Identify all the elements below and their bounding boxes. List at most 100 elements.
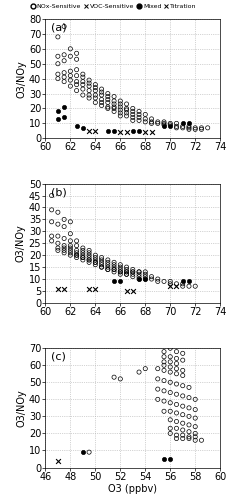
Point <box>81 256 85 264</box>
Point <box>118 106 122 114</box>
Point <box>187 412 191 420</box>
Point <box>131 127 135 135</box>
Point <box>175 122 178 130</box>
Point <box>137 108 141 116</box>
Point <box>112 260 116 268</box>
Point <box>193 126 197 134</box>
Point <box>62 73 66 81</box>
Point <box>56 74 60 82</box>
Point <box>100 85 103 93</box>
Point <box>187 404 191 412</box>
Point <box>162 408 166 416</box>
Point <box>137 268 141 276</box>
Point <box>94 84 97 92</box>
Point <box>181 282 185 290</box>
Point <box>118 100 122 108</box>
Point <box>156 385 160 393</box>
Point <box>62 51 66 59</box>
Point <box>206 124 210 132</box>
Point <box>143 115 147 123</box>
Point <box>118 109 122 117</box>
Point <box>181 410 185 418</box>
Point <box>56 246 60 254</box>
Text: (b): (b) <box>51 187 66 197</box>
Point <box>162 120 166 128</box>
Point <box>50 206 54 214</box>
Point <box>131 272 135 280</box>
Point <box>69 45 72 53</box>
Point <box>175 124 178 132</box>
Point <box>200 436 203 444</box>
Point <box>162 397 166 405</box>
Point <box>118 97 122 105</box>
Point <box>118 268 122 276</box>
Point <box>62 242 66 250</box>
Point <box>125 112 128 120</box>
Point <box>75 242 79 250</box>
Point <box>125 109 128 117</box>
Point <box>81 254 85 262</box>
Point <box>100 258 103 266</box>
Point <box>187 122 191 130</box>
Point <box>56 284 60 292</box>
Point <box>75 72 79 80</box>
Point <box>193 436 197 444</box>
Point <box>118 266 122 274</box>
Point <box>156 278 160 285</box>
Point <box>81 85 85 93</box>
Point <box>181 350 185 358</box>
Point <box>175 409 178 417</box>
Point <box>200 126 203 134</box>
Point <box>175 434 178 442</box>
Point <box>137 268 141 276</box>
Point <box>175 120 178 128</box>
Point <box>56 33 60 41</box>
Point <box>94 98 97 106</box>
Point <box>75 251 79 259</box>
Point <box>112 266 116 274</box>
Point <box>168 120 172 128</box>
Point <box>168 344 172 352</box>
Point <box>137 116 141 124</box>
Point <box>100 98 103 106</box>
Point <box>168 388 172 396</box>
Point <box>75 78 79 86</box>
Point <box>75 237 79 245</box>
Point <box>137 275 141 283</box>
Point <box>137 114 141 122</box>
Point <box>131 270 135 278</box>
Point <box>187 433 191 441</box>
Point <box>106 103 110 111</box>
Point <box>81 249 85 257</box>
Point <box>162 362 166 370</box>
Point <box>87 246 91 254</box>
Point <box>125 268 128 276</box>
Point <box>69 237 72 245</box>
Point <box>112 92 116 100</box>
Point <box>168 424 172 432</box>
Point <box>137 110 141 118</box>
Point <box>181 382 185 390</box>
Point <box>168 363 172 371</box>
Point <box>143 275 147 283</box>
Point <box>187 394 191 402</box>
Point <box>106 256 110 264</box>
Text: (a): (a) <box>51 22 66 32</box>
Point <box>50 237 54 245</box>
Point <box>106 127 110 135</box>
Point <box>168 122 172 130</box>
Point <box>112 104 116 112</box>
Point <box>56 108 60 116</box>
Point <box>156 275 160 283</box>
Point <box>175 370 178 378</box>
Point <box>62 244 66 252</box>
Point <box>50 218 54 226</box>
Point <box>69 242 72 250</box>
Point <box>106 98 110 106</box>
Point <box>118 103 122 111</box>
Legend: NOx-Sensitive, VOC-Sensitive, Mixed, Titration: NOx-Sensitive, VOC-Sensitive, Mixed, Tit… <box>30 3 197 10</box>
Point <box>94 256 97 264</box>
Point <box>181 419 185 427</box>
Point <box>143 270 147 278</box>
Point <box>69 244 72 252</box>
